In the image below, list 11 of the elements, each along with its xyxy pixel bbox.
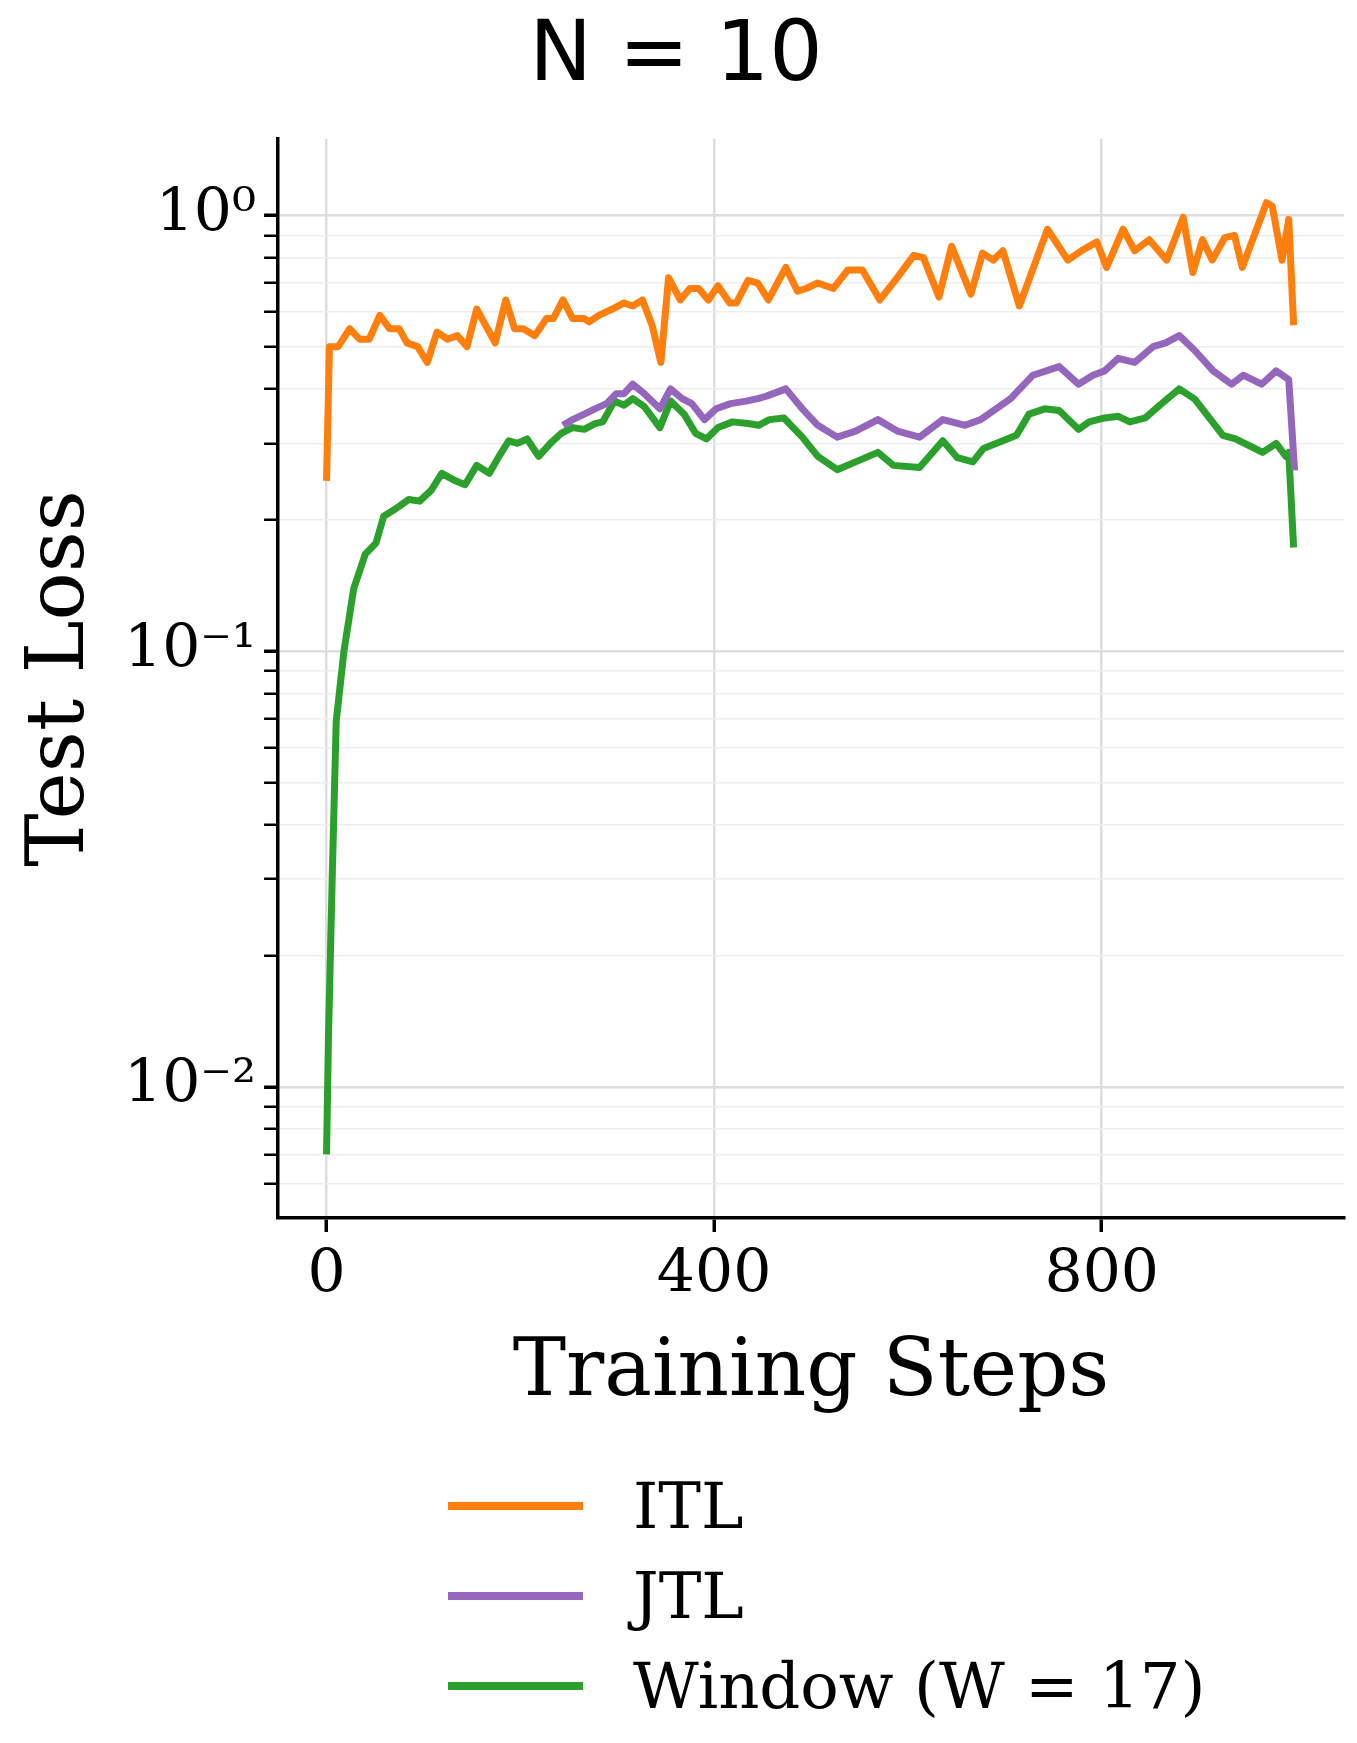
legend-label: ITL <box>633 1468 744 1544</box>
chart-title: N = 10 <box>529 2 823 101</box>
y-tick-label: 10⁻² <box>123 1046 257 1117</box>
x-axis-title: Training Steps <box>512 1320 1110 1414</box>
x-tick-label: 400 <box>656 1235 772 1306</box>
y-axis-title: Test Loss <box>8 490 102 867</box>
legend-label: Window (W = 17) <box>633 1648 1206 1724</box>
x-tick-label: 800 <box>1044 1235 1160 1306</box>
y-tick-label: 10⁻¹ <box>123 610 257 681</box>
x-tick-label: 0 <box>307 1235 346 1306</box>
y-tick-label: 10⁰ <box>155 175 257 246</box>
